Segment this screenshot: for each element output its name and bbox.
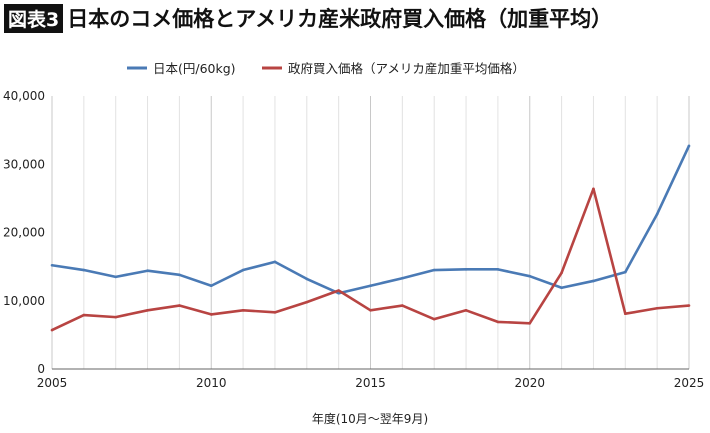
data-point [305, 277, 309, 281]
data-point [114, 275, 117, 279]
data-point [50, 328, 54, 332]
data-point [496, 320, 500, 324]
data-point [369, 309, 372, 312]
x-tick-label: 2025 [674, 376, 705, 390]
data-point [146, 269, 149, 273]
x-tick-label: 2015 [355, 376, 386, 390]
data-point [337, 291, 340, 295]
y-tick-label: 10,000 [3, 294, 45, 308]
data-point [432, 268, 436, 272]
data-point [464, 309, 468, 312]
data-point [82, 313, 86, 317]
data-point [560, 286, 563, 290]
data-point [592, 187, 595, 191]
data-point [496, 268, 500, 271]
data-point [624, 312, 627, 316]
data-point [624, 270, 627, 274]
data-point [82, 268, 86, 272]
data-point [655, 212, 659, 216]
data-point [337, 289, 340, 292]
data-point [273, 311, 277, 314]
data-point [401, 304, 404, 307]
data-point [687, 304, 691, 307]
x-tick-label: 2020 [514, 376, 545, 390]
y-tick-label: 0 [37, 362, 45, 376]
data-point [369, 284, 372, 288]
data-point [178, 273, 181, 277]
x-tick-label: 2005 [37, 376, 68, 390]
data-point [401, 276, 404, 280]
y-tick-label: 40,000 [3, 89, 45, 103]
figure-badge: 図表3 [4, 3, 64, 33]
y-tick-label: 20,000 [3, 226, 45, 240]
data-point [146, 309, 149, 312]
data-point [241, 268, 245, 272]
legend-label: 政府買入価格（アメリカ産加重平均価格） [288, 61, 525, 76]
data-point [528, 321, 532, 325]
data-point [50, 263, 54, 267]
data-point [560, 271, 563, 275]
title-text: 日本のコメ価格とアメリカ産米政府買入価格（加重平均） [67, 7, 613, 31]
data-point [655, 306, 659, 310]
data-point [464, 268, 468, 271]
data-point [687, 144, 691, 148]
x-axis-label: 年度(10月〜翌年9月) [312, 411, 428, 426]
data-point [305, 300, 309, 304]
data-point [209, 313, 213, 316]
data-point [178, 304, 181, 307]
data-point [273, 260, 277, 264]
legend-label: 日本(円/60kg) [153, 61, 236, 76]
y-tick-label: 30,000 [3, 157, 45, 171]
chart-title: 図表3 日本のコメ価格とアメリカ産米政府買入価格（加重平均） [4, 3, 612, 33]
x-tick-label: 2010 [196, 376, 227, 390]
data-point [241, 309, 245, 312]
data-point [528, 274, 532, 278]
data-point [592, 279, 595, 283]
data-point [114, 315, 117, 319]
data-point [432, 317, 436, 321]
data-point [209, 284, 213, 288]
